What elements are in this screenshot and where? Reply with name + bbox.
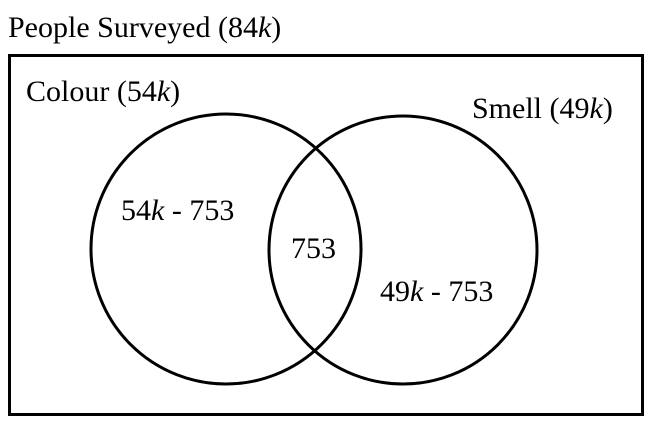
set-label-colour-prefix: Colour (54 <box>26 75 157 108</box>
region-colour-only: 54k - 753 <box>121 193 234 229</box>
title-suffix: ) <box>271 11 282 44</box>
region-smell-only-suffix: - 753 <box>423 275 494 308</box>
region-colour-only-suffix: - 753 <box>164 194 235 227</box>
set-label-smell-variable: k <box>589 92 603 125</box>
region-smell-only: 49k - 753 <box>380 274 493 310</box>
set-label-smell: Smell (49k) <box>472 91 613 127</box>
region-smell-only-prefix: 49 <box>380 275 410 308</box>
set-label-smell-suffix: ) <box>602 92 613 125</box>
title-prefix: People Surveyed (84 <box>8 11 258 44</box>
region-smell-only-variable: k <box>410 275 424 308</box>
set-label-colour: Colour (54k) <box>26 74 180 110</box>
universe-box <box>8 54 644 416</box>
set-label-colour-suffix: ) <box>170 75 181 108</box>
region-colour-only-variable: k <box>151 194 165 227</box>
circle-smell <box>267 114 539 386</box>
region-colour-only-prefix: 54 <box>121 194 151 227</box>
circle-colour <box>89 112 363 386</box>
title-variable: k <box>257 11 272 44</box>
set-label-colour-variable: k <box>156 75 171 108</box>
diagram-title: People Surveyed (84k) <box>8 10 281 46</box>
region-intersection: 753 <box>291 232 336 265</box>
set-label-smell-prefix: Smell (49 <box>472 92 590 125</box>
